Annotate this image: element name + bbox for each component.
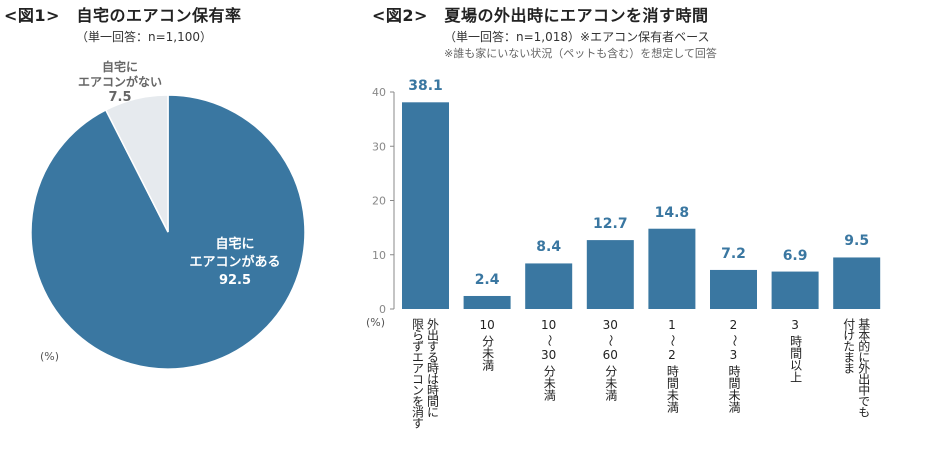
bar — [833, 257, 881, 309]
bar — [771, 271, 819, 309]
figure2-subtitle: （単一回答：n=1,018）※エアコン保有者ベース — [444, 30, 710, 44]
bar — [648, 228, 696, 309]
bar — [402, 102, 449, 310]
bar — [463, 295, 511, 309]
pie-label-has-aircon: 自宅に エアコンがある 92.5 — [180, 236, 290, 290]
bar-value-label: 8.4 — [536, 239, 562, 256]
x-category-label-line: 〜 — [665, 334, 680, 347]
pie-unit-label: (%) — [40, 350, 60, 363]
y-tick-label: 10 — [372, 249, 386, 262]
x-category-label-line: 〜 — [603, 334, 618, 347]
x-category-label-line: 3 — [729, 348, 738, 362]
pie-label-no-aircon: 自宅に エアコンがない 7.5 — [70, 60, 170, 105]
bar-value-label: 7.2 — [721, 245, 746, 262]
x-category-label: 10 分未満 — [475, 318, 499, 371]
figure1-title: <図1> 自宅のエアコン保有率 — [4, 6, 242, 25]
y-tick-label: 20 — [372, 195, 386, 208]
x-category-label-line: 付けたまま — [841, 318, 856, 373]
x-category-label-line: 限らずエアコンを消す — [410, 318, 425, 428]
x-category-label: 30 〜 60 分未満 — [598, 318, 622, 401]
x-category-label-line: 分未満 — [480, 335, 495, 371]
x-category-label-line: 10 — [541, 318, 557, 332]
bar-unit-label: (%) — [366, 316, 386, 329]
x-category-label-line: 30 — [602, 318, 618, 332]
y-tick-label: 40 — [372, 86, 386, 99]
x-category-label: 3 時間以上 — [783, 318, 807, 383]
figure2-title: <図2> 夏場の外出時にエアコンを消す時間 — [372, 6, 709, 25]
x-category-label-line: 3 — [791, 318, 799, 332]
x-category-label-line: 時間未満 — [727, 365, 741, 413]
figure1-subtitle: （単一回答：n=1,100） — [76, 30, 213, 44]
pie-value-no: 7.5 — [108, 90, 132, 105]
x-category-label-line: 30 — [541, 348, 557, 362]
x-category-label-line: 10 — [479, 318, 495, 332]
x-category-label-line: 2 — [729, 318, 738, 332]
x-category-label-line: 分未満 — [542, 365, 557, 401]
y-tick-label: 0 — [379, 303, 386, 316]
bar-value-label: 9.5 — [844, 233, 870, 250]
figure2-note: ※誰も家にいない状況（ペットも含む）を想定して回答 — [444, 47, 717, 60]
x-category-label-line: 60 — [602, 348, 618, 362]
x-category-label-line: 〜 — [542, 334, 557, 347]
pie-value-yes: 92.5 — [218, 273, 252, 288]
x-category-label: 外出する時は時間に 限らずエアコンを消す — [410, 318, 440, 428]
bar — [710, 269, 757, 309]
x-category-label: 1 〜 2 時間未満 — [660, 318, 684, 413]
bar-value-label: 6.9 — [782, 247, 808, 264]
x-category-label-line: 基本的に外出中でも — [856, 318, 871, 417]
x-category-label: 2 〜 3 時間未満 — [722, 318, 746, 413]
bar-value-label: 14.8 — [654, 204, 690, 221]
x-category-label: 基本的に外出中でも 付けたまま — [841, 318, 871, 417]
bar-value-label: 38.1 — [408, 78, 443, 95]
x-category-label-line: 外出する時は時間に — [425, 318, 440, 417]
bar — [586, 240, 634, 309]
pie-label-yes-line2: エアコンがある — [189, 255, 281, 270]
pie-slice-no-aircon — [104, 94, 169, 233]
bar — [525, 263, 573, 309]
bar-value-label: 12.7 — [593, 216, 628, 233]
x-category-label-line: 1 — [668, 318, 676, 332]
pie-label-yes-line1: 自宅に — [215, 237, 255, 252]
bar-value-label: 2.4 — [474, 271, 500, 288]
x-category-label-line: 〜 — [727, 334, 741, 347]
x-category-label-line: 分未満 — [603, 365, 618, 401]
x-category-label-line: 時間未満 — [665, 365, 680, 413]
y-tick-label: 30 — [372, 140, 386, 153]
x-category-label-line: 2 — [668, 348, 676, 362]
pie-label-no-line2: エアコンがない — [77, 75, 162, 89]
x-category-label: 10 〜 30 分未満 — [537, 318, 561, 401]
x-category-label-line: 時間以上 — [788, 335, 803, 383]
pie-label-no-line1: 自宅に — [101, 60, 138, 74]
